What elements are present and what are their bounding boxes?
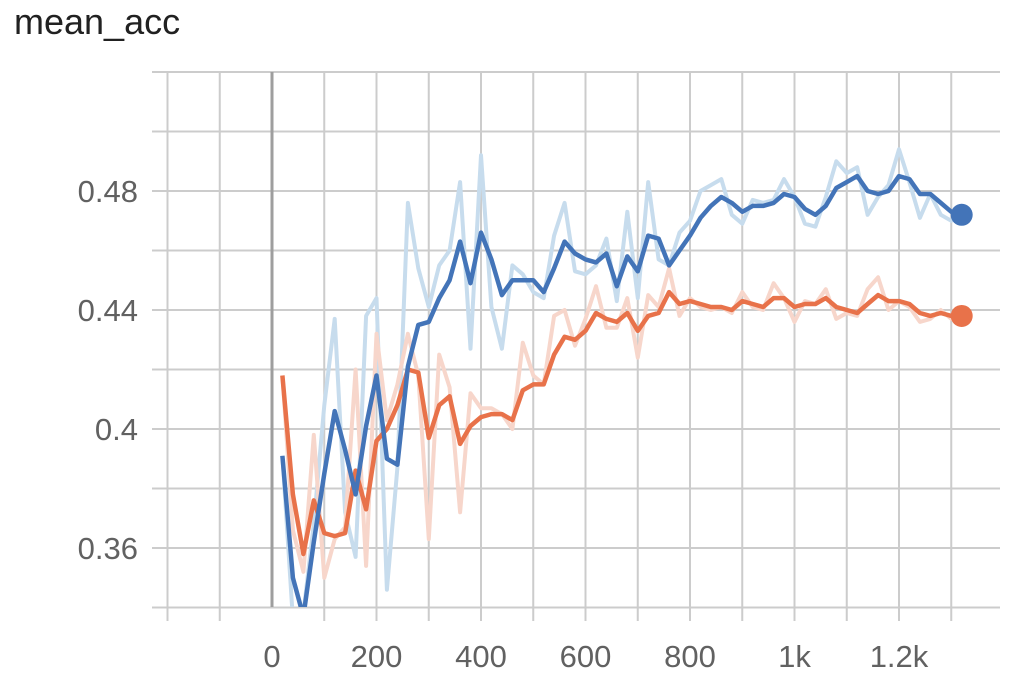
x-tick-label: 600 (560, 639, 612, 674)
grid-lines (152, 71, 1000, 621)
series-orange-end-marker[interactable] (950, 304, 973, 327)
y-tick-label: 0.48 (78, 174, 138, 209)
series-blue-end-marker[interactable] (950, 203, 973, 226)
chart-title: mean_acc (14, 1, 181, 42)
x-tick-label: 1k (778, 639, 811, 674)
series-blue-smoothed-line (280, 173, 963, 607)
y-tick-label: 0.44 (78, 293, 138, 328)
x-tick-label: 400 (455, 639, 507, 674)
series-blue-raw-line (280, 147, 963, 607)
series-end-markers (950, 203, 973, 327)
series-layer (280, 147, 963, 607)
series-orange-smoothed-line (280, 289, 962, 557)
series-orange-raw-line (280, 266, 963, 580)
x-tick-label: 800 (664, 639, 716, 674)
x-tick-label: 0 (263, 639, 280, 674)
x-tick-label: 1.2k (870, 639, 929, 674)
x-tick-label: 200 (351, 639, 403, 674)
y-axis-tick-labels: 0.36 0.4 0.44 0.48 (78, 174, 138, 566)
y-tick-label: 0.4 (95, 412, 138, 447)
x-axis-tick-labels: 0 200 400 600 800 1k 1.2k (263, 639, 928, 674)
y-tick-label: 0.36 (78, 531, 138, 566)
